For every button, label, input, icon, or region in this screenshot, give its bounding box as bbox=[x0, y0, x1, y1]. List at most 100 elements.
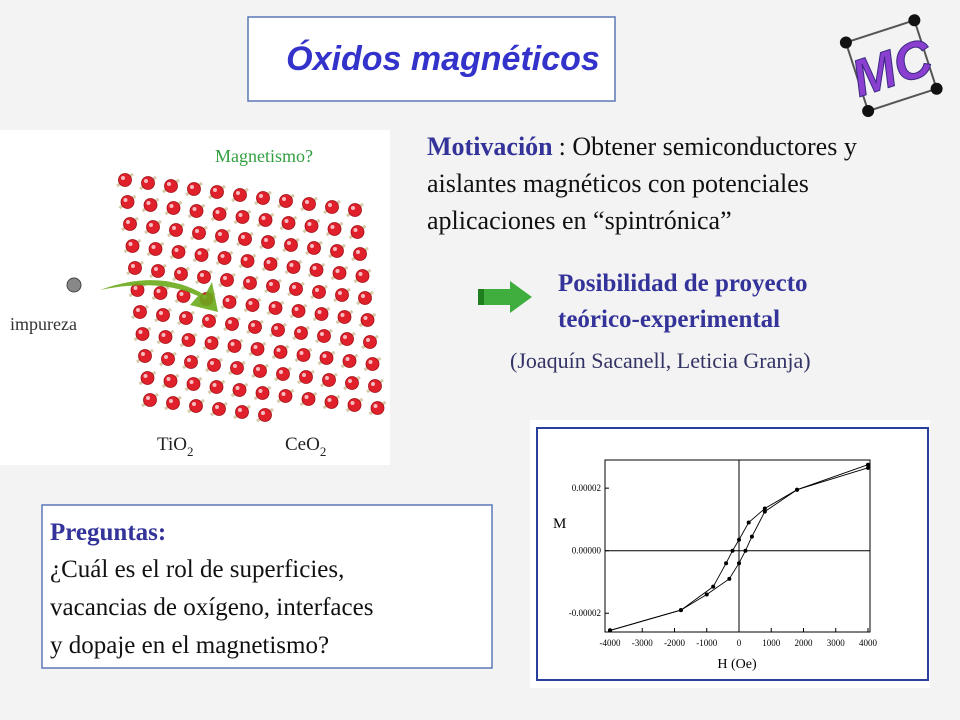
highlight bbox=[192, 207, 197, 211]
oxygen-atom bbox=[342, 354, 357, 368]
questions-box bbox=[41, 504, 493, 669]
highlight bbox=[159, 311, 163, 315]
plot-panel bbox=[530, 420, 930, 688]
highlight bbox=[317, 310, 322, 314]
y-tick-label: 0.00000 bbox=[572, 546, 602, 556]
highlight bbox=[169, 204, 174, 208]
x-tick-label: -2000 bbox=[664, 638, 685, 648]
y-tick-label: 0.00002 bbox=[572, 483, 601, 493]
formula-sub: 2 bbox=[320, 444, 327, 459]
oxygen-atom bbox=[304, 219, 319, 233]
highlight bbox=[345, 357, 350, 361]
highlight bbox=[179, 292, 184, 296]
oxygen-atom bbox=[258, 213, 273, 227]
oxygen-atom bbox=[166, 396, 180, 410]
logo-dot bbox=[930, 82, 943, 95]
highlight bbox=[215, 405, 219, 409]
oxygen-atom bbox=[164, 179, 178, 193]
highlight bbox=[126, 220, 130, 224]
oxygen-atom bbox=[158, 330, 173, 344]
oxygen-atom bbox=[250, 342, 265, 356]
data-point bbox=[730, 548, 735, 553]
oxygen-atom bbox=[365, 357, 380, 371]
highlight bbox=[189, 380, 194, 384]
oxygen-atom bbox=[360, 313, 375, 327]
oxygen-atom bbox=[324, 395, 339, 409]
x-tick-label: 4000 bbox=[859, 638, 878, 648]
oxygen-atom bbox=[125, 239, 140, 253]
data-point bbox=[762, 506, 767, 511]
oxygen-atom bbox=[296, 348, 311, 362]
highlight bbox=[281, 392, 286, 396]
highlight bbox=[361, 294, 365, 298]
oxygen-atom bbox=[204, 336, 219, 350]
oxygen-atom bbox=[348, 203, 362, 217]
highlight bbox=[220, 254, 225, 258]
highlight bbox=[330, 225, 335, 229]
highlight bbox=[248, 301, 253, 305]
highlight bbox=[274, 326, 278, 330]
highlight bbox=[146, 201, 151, 205]
logo-frame bbox=[844, 19, 938, 113]
highlight bbox=[174, 248, 179, 252]
oxygen-atom bbox=[325, 200, 339, 214]
oxygen-atom bbox=[353, 247, 367, 261]
highlight bbox=[310, 244, 314, 248]
highlight bbox=[307, 222, 312, 226]
oxygen-atom bbox=[240, 254, 255, 268]
highlight bbox=[266, 260, 271, 264]
highlight bbox=[287, 241, 291, 245]
highlight bbox=[335, 269, 340, 273]
highlight bbox=[228, 320, 232, 324]
highlight bbox=[305, 200, 309, 204]
oxygen-atom bbox=[184, 355, 198, 369]
x-tick-label: -1000 bbox=[696, 638, 717, 648]
oxygen-atom bbox=[186, 377, 201, 391]
logo-dot bbox=[862, 105, 875, 118]
oxygen-atom bbox=[140, 371, 155, 385]
highlight bbox=[235, 386, 240, 390]
oxygen-atom bbox=[279, 194, 293, 208]
oxygen-atom bbox=[235, 405, 249, 419]
highlight bbox=[315, 288, 319, 292]
proposal-text: Posibilidad de proyecto bbox=[558, 270, 808, 297]
oxygen-atom bbox=[286, 260, 301, 274]
oxygen-atom bbox=[330, 244, 344, 258]
x-tick-label: 2000 bbox=[795, 638, 814, 648]
oxygen-atom bbox=[355, 269, 370, 283]
oxygen-atom bbox=[227, 339, 242, 353]
oxygen-atom bbox=[309, 263, 324, 277]
data-point bbox=[795, 487, 800, 492]
oxygen-atom bbox=[133, 305, 147, 319]
oxygen-atom bbox=[332, 266, 347, 280]
highlight bbox=[350, 401, 355, 405]
image-panel bbox=[0, 130, 390, 465]
oxygen-atom bbox=[212, 402, 226, 416]
highlight bbox=[146, 396, 150, 400]
highlight bbox=[292, 285, 296, 289]
y-axis-label: M bbox=[553, 516, 566, 532]
highlight bbox=[261, 411, 265, 415]
oxygen-atom bbox=[135, 327, 150, 341]
highlight bbox=[258, 389, 263, 393]
oxygen-atom bbox=[197, 270, 211, 284]
highlight bbox=[123, 198, 128, 202]
oxygen-atom bbox=[217, 251, 232, 265]
oxygen-atom bbox=[189, 399, 203, 413]
oxygen-atom bbox=[302, 197, 316, 211]
highlight bbox=[325, 376, 329, 380]
motivation-text: aplicaciones en “spintrónica” bbox=[427, 206, 732, 235]
oxygen-atom bbox=[263, 257, 278, 271]
crystal bbox=[116, 172, 387, 423]
highlight bbox=[327, 398, 332, 402]
highlight bbox=[143, 374, 148, 378]
motivation-text: aislantes magnéticos con potenciales bbox=[427, 169, 809, 198]
highlight bbox=[261, 216, 266, 220]
oxygen-atom bbox=[220, 273, 234, 287]
highlight bbox=[151, 245, 156, 249]
oxygen-atom bbox=[202, 314, 216, 328]
oxygen-atom bbox=[299, 370, 313, 384]
highlight bbox=[121, 176, 125, 180]
